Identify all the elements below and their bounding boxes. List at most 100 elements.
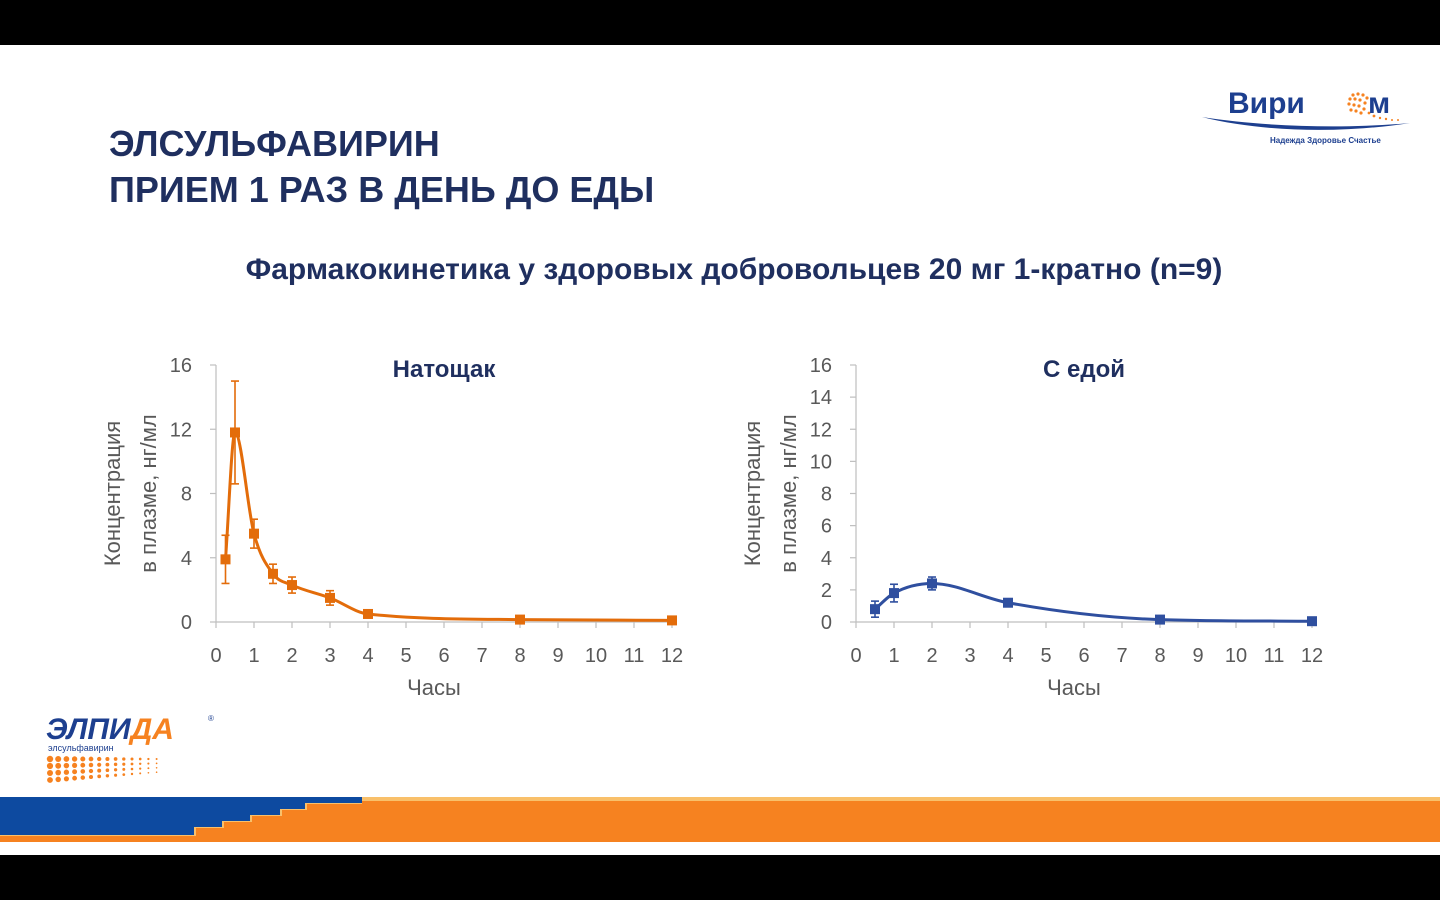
data-point — [230, 427, 240, 438]
elpida-logo: ЭЛПИДА ® элсульфавирин — [46, 713, 214, 783]
chart-fasting: Натощак 0 4 8 12 16 0 1 2 3 4 5 6 7 8 9 10 11 12 Часы Концен… — [95, 345, 735, 715]
y-tick-label: 2 — [821, 580, 832, 602]
elpida-logo-dot — [63, 769, 70, 775]
elpida-logo-dot — [80, 775, 86, 780]
data-point — [268, 568, 278, 579]
x-tick-label: 2 — [926, 645, 937, 667]
x-tick-label: 4 — [1002, 645, 1013, 667]
data-point — [1307, 616, 1317, 627]
elpida-logo-dot — [105, 774, 110, 778]
elpida-logo-registered: ® — [208, 714, 214, 723]
data-point — [1155, 614, 1165, 625]
x-tick-label: 8 — [1154, 645, 1165, 667]
data-point — [515, 614, 525, 625]
x-tick-label: 4 — [362, 645, 373, 667]
elpida-logo-dot — [130, 757, 134, 761]
elpida-logo-dot — [105, 762, 110, 767]
elpida-logo-dot — [55, 755, 62, 763]
data-point — [220, 554, 231, 565]
elpida-logo-dot — [72, 769, 78, 775]
slide-title-line-2: ПРИЕМ 1 РАЗ В ДЕНЬ ДО ЕДЫ — [109, 169, 655, 210]
chart-fed: С едой 0 2 4 6 8 10 12 14 16 0 1 2 3 4 5 6 7 8 9 10 11 12 Часы К… — [735, 345, 1375, 715]
x-tick-label: 0 — [210, 645, 221, 667]
virium-logo-swoosh — [1202, 117, 1410, 130]
elpida-logo-dot — [63, 776, 69, 782]
elpida-logo-dot — [72, 775, 77, 781]
elpida-logo-dot — [97, 756, 102, 762]
elpida-logo-dot — [88, 774, 94, 780]
elpida-logo-subtitle: элсульфавирин — [48, 743, 114, 753]
data-point — [249, 528, 259, 539]
data-point — [325, 592, 335, 603]
x-tick-label: 6 — [1078, 645, 1089, 667]
elpida-logo-dot — [105, 756, 110, 762]
y-tick-label: 8 — [181, 484, 192, 506]
y-tick-label: 8 — [821, 484, 832, 506]
elpida-logo-dot — [55, 769, 62, 776]
elpida-logo-dot — [80, 762, 86, 768]
x-tick-label: 10 — [1225, 645, 1247, 667]
elpida-logo-dot — [88, 768, 94, 774]
x-tick-label: 11 — [624, 645, 645, 667]
elpida-logo-dot — [97, 774, 102, 779]
virium-logo-tagline: Надежда Здоровье Счастье — [1270, 136, 1381, 145]
elpida-logo-dot — [122, 757, 126, 761]
elpida-logo-dot — [113, 757, 118, 761]
y-tick-label: 6 — [821, 516, 832, 538]
elpida-logo-dot — [72, 762, 78, 768]
y-tick-label: 14 — [810, 387, 832, 409]
y-tick-label: 4 — [821, 548, 832, 570]
x-tick-label: 0 — [850, 645, 861, 667]
elpida-logo-dot — [114, 773, 118, 777]
data-point — [889, 588, 899, 599]
elpida-logo-dot — [130, 762, 134, 766]
elpida-logo-dot — [46, 755, 54, 763]
virium-logo-dots — [1347, 92, 1399, 121]
elpida-logo-dot — [97, 762, 102, 767]
elpida-logo-dot — [147, 767, 150, 770]
x-tick-label: 5 — [400, 645, 411, 667]
elpida-logo-dot — [113, 768, 118, 772]
x-tick-label: 1 — [888, 645, 899, 667]
elpida-logo-dot — [139, 767, 142, 770]
elpida-logo-dot — [138, 757, 142, 761]
elpida-logo-dots — [46, 755, 158, 783]
elpida-logo-dot — [88, 756, 94, 762]
data-point — [1003, 597, 1013, 608]
y-axis-label-line: Концентрация — [100, 421, 125, 566]
elpida-logo-dot — [105, 768, 110, 773]
slide: ЭЛСУЛЬФАВИРИН ПРИЕМ 1 РАЗ В ДЕНЬ ДО ЕДЫ … — [0, 45, 1440, 855]
x-tick-label: 11 — [1264, 645, 1285, 667]
y-tick-label: 4 — [181, 548, 192, 570]
slide-title-line-1: ЭЛСУЛЬФАВИРИН — [109, 123, 440, 164]
elpida-logo-dot — [130, 767, 134, 771]
elpida-logo-dot — [147, 762, 150, 765]
series-line — [874, 581, 1313, 623]
y-axis-label-line: в плазме, нг/мл — [776, 414, 801, 572]
elpida-logo-dot — [122, 773, 126, 776]
elpida-logo-dot — [122, 767, 126, 771]
elpida-logo-dot — [71, 756, 78, 762]
x-tick-label: 7 — [476, 645, 487, 667]
x-tick-label: 5 — [1040, 645, 1051, 667]
x-tick-label: 8 — [514, 645, 525, 667]
elpida-logo-dot — [47, 770, 53, 776]
elpida-logo-dot — [97, 768, 102, 773]
x-tick-label: 2 — [286, 645, 297, 667]
y-axis-label: Концентрация в плазме, нг/мл — [740, 414, 801, 572]
data-point — [667, 615, 677, 626]
elpida-logo-dot — [80, 769, 86, 774]
y-tick-label: 10 — [810, 451, 832, 473]
elpida-logo-dot — [122, 762, 126, 766]
virium-logo: Вири м Надежда Здоровье Счастье — [1202, 87, 1410, 145]
x-tick-label: 10 — [585, 645, 607, 667]
x-axis-label: Часы — [407, 675, 461, 700]
elpida-logo-dot — [63, 756, 70, 762]
virium-logo-name-end: м — [1368, 87, 1390, 120]
y-tick-label: 0 — [821, 612, 832, 634]
elpida-logo-dot — [55, 762, 62, 769]
elpida-logo-name: ЭЛПИДА — [46, 713, 174, 746]
x-axis-label: Часы — [1047, 675, 1101, 700]
elpida-logo-dot — [113, 762, 118, 767]
